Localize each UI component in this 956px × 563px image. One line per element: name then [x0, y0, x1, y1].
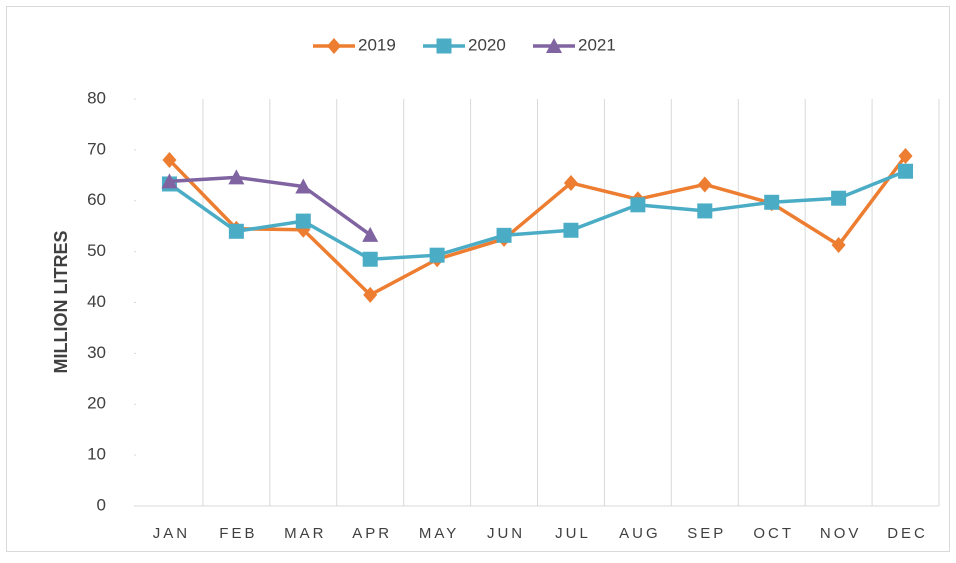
x-tick-label: OCT: [753, 525, 794, 542]
marker: [831, 190, 847, 206]
y-tick-label: 0: [97, 495, 106, 514]
legend-label: 2019: [358, 35, 396, 54]
marker: [697, 203, 713, 219]
marker: [327, 38, 341, 54]
marker: [429, 247, 445, 263]
marker: [362, 226, 379, 242]
x-tick-label: JAN: [153, 525, 190, 542]
marker: [161, 173, 178, 189]
y-tick-label: 20: [87, 394, 106, 413]
marker: [436, 38, 452, 54]
chart-border: [6, 6, 950, 552]
y-tick-label: 10: [87, 445, 106, 464]
marker: [295, 178, 312, 194]
series-line: [169, 175, 372, 237]
marker: [831, 237, 846, 254]
marker: [764, 194, 780, 210]
marker: [697, 176, 712, 193]
marker: [563, 222, 579, 238]
marker: [630, 197, 646, 213]
y-tick-label: 40: [87, 292, 106, 311]
marker: [546, 38, 562, 53]
y-axis-label: MILLION LITRES: [51, 231, 71, 374]
x-tick-label: AUG: [619, 525, 661, 542]
y-tick-label: 30: [87, 343, 106, 362]
x-tick-label: SEP: [687, 525, 726, 542]
marker: [228, 223, 244, 239]
legend-label: 2020: [468, 35, 506, 54]
series-line: [168, 169, 907, 262]
marker: [496, 227, 512, 243]
marker: [362, 251, 378, 267]
x-tick-label: MAR: [284, 525, 326, 542]
x-tick-label: JUL: [555, 525, 591, 542]
y-tick-label: 80: [87, 88, 106, 107]
x-tick-label: APR: [352, 525, 392, 542]
legend-label: 2021: [578, 35, 616, 54]
marker: [162, 152, 177, 169]
x-tick-label: DEC: [887, 525, 928, 542]
x-tick-label: MAY: [419, 525, 459, 542]
x-tick-label: FEB: [219, 525, 257, 542]
marker: [363, 286, 378, 303]
marker: [563, 174, 578, 191]
series-line: [168, 154, 907, 297]
series: [161, 169, 379, 242]
y-tick-label: 60: [87, 190, 106, 209]
y-tick-label: 50: [87, 241, 106, 260]
y-tick-label: 70: [87, 139, 106, 158]
marker: [228, 169, 245, 185]
x-tick-label: NOV: [820, 525, 862, 542]
x-tick-label: JUN: [487, 525, 525, 542]
marker: [295, 213, 311, 229]
marker: [898, 147, 913, 164]
marker: [898, 163, 914, 179]
